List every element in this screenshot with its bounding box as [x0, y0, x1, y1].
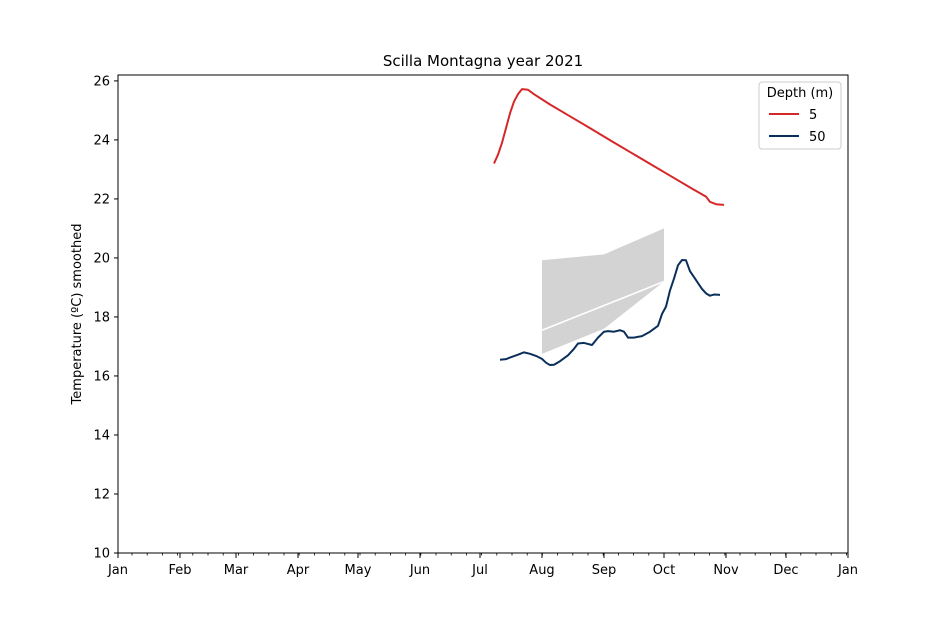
x-tick-label: Nov — [713, 563, 739, 578]
y-tick-label: 14 — [93, 428, 110, 443]
series-lines — [493, 88, 725, 367]
x-tick-label: Feb — [168, 563, 191, 578]
y-axis: 10 12 14 16 18 20 22 24 26 — [93, 74, 118, 562]
y-tick-label: 10 — [93, 547, 110, 562]
range-band-0 — [542, 228, 664, 354]
legend-label-5: 5 — [809, 108, 817, 123]
y-tick-label: 18 — [93, 310, 110, 325]
x-tick-label: Jul — [471, 563, 488, 578]
x-tick-label: Oct — [653, 563, 675, 578]
x-tick-label: Jan — [837, 563, 858, 578]
x-tick-label: Jan — [107, 563, 128, 578]
y-tick-label: 16 — [93, 369, 110, 384]
x-tick-label: Dec — [773, 563, 798, 578]
legend-box — [758, 81, 842, 150]
y-tick-label: 24 — [93, 133, 110, 148]
legend-label-50: 50 — [809, 130, 826, 145]
climatology-bands — [541, 228, 665, 354]
y-tick-label: 20 — [93, 251, 110, 266]
y-axis-label: Temperature (ºC) smoothed — [70, 224, 85, 406]
series-line-5 — [493, 88, 725, 206]
band-mean-line-0 — [541, 280, 665, 331]
x-tick-label: Mar — [224, 563, 249, 578]
chart-title: Scilla Montagna year 2021 — [383, 52, 583, 70]
legend: Depth (m) 5 50 — [758, 81, 842, 150]
y-tick-label: 12 — [93, 487, 110, 502]
plot-area-frame — [117, 74, 849, 554]
y-tick-label: 22 — [93, 192, 110, 207]
x-tick-label: Apr — [287, 563, 310, 578]
x-tick-label: Sep — [592, 563, 617, 578]
x-tick-label: Aug — [529, 563, 554, 578]
x-tick-label: Jun — [409, 563, 430, 578]
x-tick-label: May — [345, 563, 372, 578]
series-line-50 — [499, 259, 721, 367]
y-tick-label: 26 — [93, 74, 110, 89]
x-axis: Jan Feb Mar Apr May Jun Jul Aug Sep Oct Nov Dec Jan — [107, 553, 858, 578]
legend-title: Depth (m) — [767, 86, 834, 101]
